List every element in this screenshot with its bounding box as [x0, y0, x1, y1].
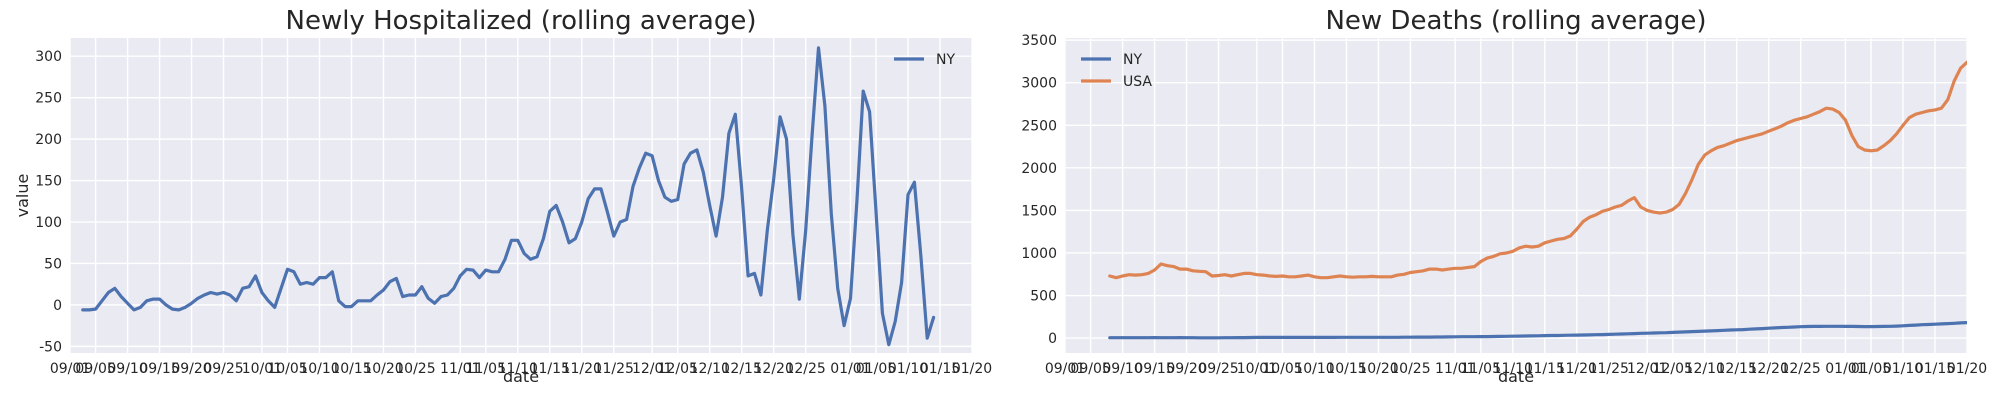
chart-1-x-tick-label: 10/05 — [267, 361, 307, 377]
chart-2-y-tick-label: 2000 — [1021, 161, 1057, 177]
chart-1: -50 0 50 100 150 200 250 300 09/0109/0509/1009/1… — [13, 6, 992, 386]
chart-1-x-tick-label: 10/15 — [331, 361, 371, 377]
chart-1-x-tick-label: 01/20 — [952, 361, 992, 377]
chart-2-x-tick-label: 12/25 — [1780, 361, 1820, 377]
chart-2-x-tick-label: 09/05 — [1070, 361, 1110, 377]
chart-2-y-tick-label: 1000 — [1021, 246, 1057, 262]
chart-2-y-tick-label: 2500 — [1021, 118, 1057, 134]
chart-2-x-tick-label: 01/01 — [1825, 361, 1865, 377]
chart-2-series-group — [1108, 60, 1967, 340]
chart-1-x-tick-label: 12/20 — [754, 361, 794, 377]
chart-2-grid — [1064, 38, 1968, 353]
chart-2-y-tick-label: 1500 — [1021, 203, 1057, 219]
chart-1-x-tick-label: 12/15 — [722, 361, 762, 377]
chart-1-x-axis-label: date — [503, 367, 539, 386]
chart-1-y-tick-label: 100 — [35, 215, 62, 231]
chart-1-x-tick-label: 09/01 — [50, 361, 90, 377]
chart-2-legend-usa-label: USA — [1123, 74, 1152, 90]
chart-2-x-tick-label: 09/15 — [1134, 361, 1174, 377]
chart-2-x-tick-label: 10/20 — [1358, 361, 1398, 377]
chart-2-series-usa-line — [1108, 60, 1967, 280]
chart-2-x-tick-label: 11/25 — [1589, 361, 1629, 377]
chart-2-x-tick-label: 09/01 — [1045, 361, 1085, 377]
chart-2-x-tick-label: 01/20 — [1947, 361, 1987, 377]
chart-1-grid — [69, 38, 973, 353]
chart-1-x-tick-label: 11/15 — [530, 361, 570, 377]
chart-2-y-tick-label: 0 — [1048, 331, 1057, 347]
chart-1-x-tick-label: 09/15 — [139, 361, 179, 377]
chart-2-x-tick-label: 01/15 — [1915, 361, 1955, 377]
chart-2-legend-ny-label: NY — [1123, 52, 1142, 68]
chart-2-x-tick-label: 10/25 — [1390, 361, 1430, 377]
chart-1-y-tick-label: 150 — [35, 174, 62, 190]
chart-2-x-tick-label: 10/05 — [1262, 361, 1302, 377]
chart-1-x-tick-label: 12/25 — [785, 361, 825, 377]
chart-1-x-tick-label: 09/20 — [171, 361, 211, 377]
chart-1-legend: NY — [894, 52, 955, 68]
chart-1-x-tick-label: 01/01 — [830, 361, 870, 377]
chart-1-x-tick-label: 11/01 — [440, 361, 480, 377]
chart-1-y-tick-label: 200 — [35, 132, 62, 148]
chart-2-x-tick-label: 09/25 — [1198, 361, 1238, 377]
chart-1-x-tick-label: 01/15 — [920, 361, 960, 377]
chart-2-y-tick-label: 3500 — [1021, 33, 1057, 49]
chart-2-plot-area — [1065, 38, 1967, 353]
chart-2-x-tick-label: 12/01 — [1627, 361, 1667, 377]
chart-1-y-tick-label: 300 — [35, 49, 62, 65]
chart-1-x-tick-label: 12/01 — [632, 361, 672, 377]
chart-1-x-tick-label: 11/25 — [594, 361, 634, 377]
chart-2-x-tick-label: 11/15 — [1525, 361, 1565, 377]
chart-1-y-tick-label: 0 — [53, 298, 62, 314]
chart-1-x-tick-label: 12/05 — [658, 361, 698, 377]
chart-1-y-axis-label: value — [13, 174, 32, 218]
chart-2-series-ny-line — [1108, 320, 1967, 340]
chart-1-x-tick-label: 10/25 — [395, 361, 435, 377]
chart-2-x-tick-label: 12/20 — [1749, 361, 1789, 377]
chart-1-x-tick-label: 10/10 — [299, 361, 339, 377]
chart-1-x-tick-label: 12/10 — [690, 361, 730, 377]
chart-2: 050010001500200025003000350009/0109/0509… — [1021, 6, 1987, 386]
chart-2-x-axis-label: date — [1498, 367, 1534, 386]
chart-1-x-tick-label: 11/20 — [562, 361, 602, 377]
chart-2-x-tick-label: 10/15 — [1326, 361, 1366, 377]
chart-1-legend-ny-label: NY — [936, 52, 955, 68]
chart-2-x-tick-label: 01/10 — [1883, 361, 1923, 377]
chart-1-y-tick-label: 250 — [35, 91, 62, 107]
chart-1-series-ny-line — [81, 46, 936, 347]
chart-2-y-tick-label: 3000 — [1021, 76, 1057, 92]
chart-2-x-tick-label: 11/10 — [1493, 361, 1533, 377]
chart-1-x-tick-label: 09/10 — [107, 361, 147, 377]
chart-2-x-tick-label: 10/10 — [1294, 361, 1334, 377]
chart-2-x-tick-label: 10/01 — [1237, 361, 1277, 377]
chart-1-x-tick-label: 01/05 — [856, 361, 896, 377]
chart-1-x-tick-label: 09/25 — [203, 361, 243, 377]
chart-2-x-tick-label: 11/05 — [1461, 361, 1501, 377]
chart-2-x-tick-label: 12/15 — [1717, 361, 1757, 377]
chart-1-x-tick-label: 10/20 — [363, 361, 403, 377]
chart-2-x-tick-label: 11/01 — [1435, 361, 1475, 377]
chart-1-x-tick-label: 01/10 — [888, 361, 928, 377]
chart-2-x-tick-label: 12/05 — [1653, 361, 1693, 377]
chart-2-legend: NY USA — [1081, 52, 1152, 90]
chart-1-x-tick-label: 10/01 — [242, 361, 282, 377]
chart-1-y-tick-label: -50 — [39, 339, 62, 355]
chart-2-x-tick-label: 09/10 — [1102, 361, 1142, 377]
chart-2-x-tick-label: 01/05 — [1851, 361, 1891, 377]
chart-2-x-tick-label: 11/20 — [1557, 361, 1597, 377]
chart-2-x-tick-label: 12/10 — [1685, 361, 1725, 377]
chart-1-x-tick-label: 11/05 — [466, 361, 506, 377]
chart-2-title: New Deaths (rolling average) — [1325, 6, 1706, 36]
chart-1-x-tick-label: 09/05 — [75, 361, 115, 377]
chart-1-title: Newly Hospitalized (rolling average) — [286, 6, 757, 36]
chart-2-y-tick-label: 500 — [1030, 289, 1057, 305]
chart-1-y-tick-label: 50 — [44, 256, 62, 272]
chart-1-series-group — [81, 46, 936, 347]
chart-1-x-tick-label: 11/10 — [498, 361, 538, 377]
chart-2-x-tick-label: 09/20 — [1166, 361, 1206, 377]
chart-1-plot-area — [70, 38, 972, 353]
